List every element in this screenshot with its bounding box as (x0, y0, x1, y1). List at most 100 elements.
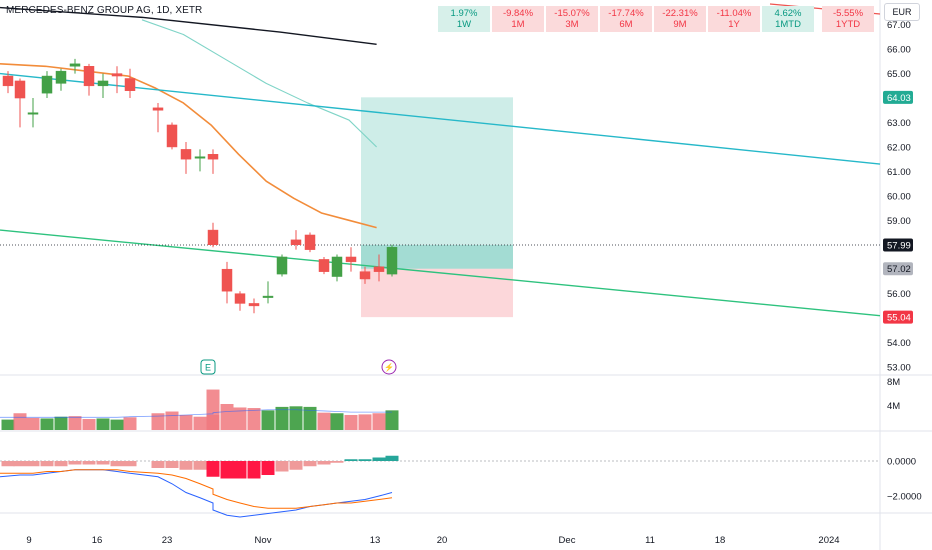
macd-histogram-bar (358, 459, 372, 461)
price-tick-label: 56.00 (887, 289, 911, 300)
currency-selector[interactable]: EUR (884, 3, 920, 21)
candle-body (2, 75, 14, 87)
price-label-text: 64.03 (887, 93, 911, 104)
candle-body (262, 295, 274, 298)
macd-histogram-bar (385, 455, 399, 461)
macd-histogram-bar (303, 461, 317, 467)
perf-period: 1M (511, 19, 525, 30)
macd-tick-label: 0.0000 (887, 457, 916, 468)
volume-bar (247, 408, 261, 430)
signal-line (0, 469, 393, 509)
earnings-marker-label: E (205, 363, 211, 373)
volume-bar (303, 406, 317, 430)
perf-9m[interactable]: -22.31% 9M (654, 6, 706, 32)
perf-period: 3M (565, 19, 579, 30)
macd-histogram-bar (110, 461, 124, 467)
price-label-badge (883, 310, 913, 324)
price-tick-label: 53.00 (887, 363, 911, 374)
candle-body (124, 78, 136, 91)
macd-histogram-bar (261, 461, 275, 475)
macd-histogram-bar (179, 461, 193, 470)
trendline-upper (0, 72, 881, 165)
macd-histogram-bar (344, 459, 358, 461)
price-label-badge (883, 90, 913, 104)
candle-body (248, 303, 260, 307)
candle-body (111, 73, 123, 77)
candle-body (345, 256, 357, 263)
trendline-lower (0, 229, 881, 317)
macd-histogram-bar (151, 461, 165, 468)
time-tick-label: Dec (559, 535, 576, 546)
volume-bar (165, 411, 179, 430)
volume-bar (1, 419, 15, 430)
price-label-text: 57.02 (887, 264, 911, 275)
perf-3m[interactable]: -15.07% 3M (546, 6, 598, 32)
price-tick-label: 67.00 (887, 20, 911, 31)
volume-bar (206, 389, 220, 430)
macd-histogram-bar (220, 461, 234, 479)
perf-period: 1W (456, 19, 472, 30)
perf-value: -9.84% (502, 8, 534, 19)
time-tick-label: 11 (645, 535, 655, 546)
price-label-badge (883, 262, 913, 276)
macd-histogram-bar (317, 461, 331, 465)
price-tick-label: 66.00 (887, 45, 911, 56)
time-tick-label: 16 (92, 535, 103, 546)
candle-body (69, 63, 81, 67)
macd-histogram-bar (193, 461, 207, 470)
price-tick-label: 60.00 (887, 191, 911, 202)
time-tick-label: 20 (437, 535, 448, 546)
perf-period: 1Y (728, 19, 740, 30)
candle-body (55, 70, 67, 84)
perf-1mtd[interactable]: 4.62% 1MTD (762, 6, 814, 32)
candle-body (207, 229, 219, 246)
candle-body (27, 112, 39, 115)
macd-histogram-bar (1, 461, 15, 467)
volume-bar (233, 407, 247, 430)
price-label-text: 55.04 (887, 313, 911, 324)
volume-bar (110, 419, 124, 430)
perf-period: 6M (619, 19, 633, 30)
perf-6m[interactable]: -17.74% 6M (600, 6, 652, 32)
price-axis[interactable]: 53.0054.0055.0056.0057.0058.0059.0060.00… (883, 20, 922, 503)
target-zone (361, 97, 513, 269)
perf-1m[interactable]: -9.84% 1M (492, 6, 544, 32)
volume-bar (330, 413, 344, 430)
dividend-marker (381, 359, 397, 375)
dividend-marker-label: ⚡ (384, 362, 394, 372)
long-position-tool[interactable] (361, 97, 513, 318)
macd-histogram-bar (13, 461, 27, 467)
perf-1y[interactable]: -11.04% 1Y (708, 6, 760, 32)
perf-1ytd[interactable]: -5.55% 1YTD (822, 6, 874, 32)
macd-histogram-bar (247, 461, 261, 479)
macd-pane (0, 455, 880, 518)
perf-value: -15.07% (554, 8, 590, 19)
candle-body (373, 266, 385, 272)
ema-orange-line (0, 63, 377, 229)
macd-histogram-bar (289, 461, 303, 470)
symbol-title: MERCEDES-BENZ GROUP AG, 1D, XETR (6, 5, 203, 16)
candle-body (221, 268, 233, 292)
candles (2, 58, 398, 314)
volume-bar (193, 416, 207, 430)
volume-bar (54, 416, 68, 430)
candle-body (318, 259, 330, 272)
price-tick-label: 61.00 (887, 167, 911, 178)
perf-1w[interactable]: 1.97% 1W (438, 6, 490, 32)
perf-value: 1.97% (450, 8, 478, 19)
volume-bar (40, 418, 54, 430)
candle-body (194, 156, 206, 159)
candle-body (359, 271, 371, 280)
volume-bar (13, 413, 27, 430)
time-axis[interactable]: 9 16 23 Nov 13 20 Dec 11 18 2024 (26, 535, 839, 546)
volume-bar (372, 413, 386, 430)
candle-body (97, 80, 109, 87)
perf-value: -11.04% (716, 8, 752, 19)
volume-tick-label: 8M (887, 377, 900, 388)
candle-body (166, 124, 178, 148)
perf-value: -17.74% (608, 8, 644, 19)
price-tick-label: 65.00 (887, 69, 911, 80)
volume-bar (344, 414, 358, 430)
event-markers[interactable]: E ⚡ (200, 359, 397, 375)
